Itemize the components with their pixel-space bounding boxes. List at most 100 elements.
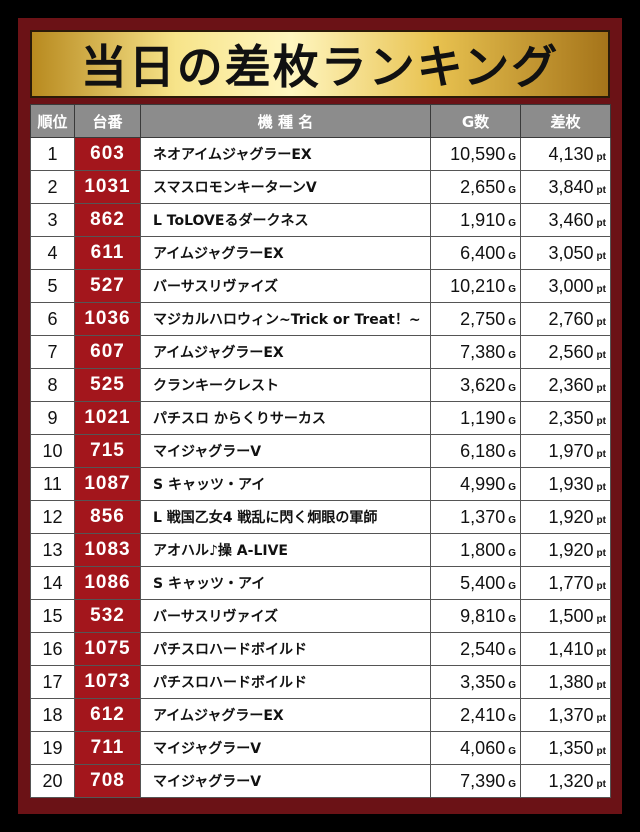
diff-value: 1,410 [548, 638, 594, 659]
games-cell: 2,410 G [430, 698, 521, 732]
model-name-cell: S キャッツ・アイ [140, 467, 431, 501]
games-unit: G [508, 481, 516, 493]
diff-value: 3,000 [548, 275, 594, 296]
diff-cell: 4,130 pt [520, 137, 611, 171]
diff-cell: 1,920 pt [520, 500, 611, 534]
model-name-cell: ネオアイムジャグラーEX [140, 137, 431, 171]
rank-cell: 8 [30, 368, 75, 402]
diff-cell: 3,460 pt [520, 203, 611, 237]
diff-value: 1,500 [548, 605, 594, 626]
diff-value: 1,930 [548, 473, 594, 494]
rank-cell: 5 [30, 269, 75, 303]
rank-cell: 14 [30, 566, 75, 600]
header-machine-no: 台番 [74, 104, 141, 138]
games-value: 6,180 [460, 440, 506, 461]
table-row: 3 862 L ToLOVEるダークネス 1,910 G 3,460 pt [30, 203, 611, 237]
table-row: 17 1073 パチスロハードボイルド 3,350 G 1,380 pt [30, 665, 611, 699]
games-unit: G [508, 613, 516, 625]
diff-value: 3,460 [548, 209, 594, 230]
diff-value: 1,370 [548, 704, 594, 725]
model-name-cell: パチスロハードボイルド [140, 665, 431, 699]
diff-cell: 3,050 pt [520, 236, 611, 270]
games-cell: 2,750 G [430, 302, 521, 336]
games-value: 4,990 [460, 473, 506, 494]
machine-number-cell: 862 [74, 203, 141, 237]
games-cell: 6,180 G [430, 434, 521, 468]
rank-cell: 16 [30, 632, 75, 666]
games-unit: G [508, 250, 516, 262]
diff-value: 4,130 [548, 143, 594, 164]
diff-cell: 2,350 pt [520, 401, 611, 435]
header-games: G数 [430, 104, 521, 138]
games-cell: 10,590 G [430, 137, 521, 171]
diff-cell: 1,350 pt [520, 731, 611, 765]
machine-number-cell: 603 [74, 137, 141, 171]
diff-unit: pt [596, 448, 606, 460]
rank-cell: 12 [30, 500, 75, 534]
page-title: 当日の差枚ランキング [80, 40, 560, 94]
table-row: 7 607 アイムジャグラーEX 7,380 G 2,560 pt [30, 335, 611, 369]
table-row: 15 532 バーサスリヴァイズ 9,810 G 1,500 pt [30, 599, 611, 633]
machine-number-cell: 1021 [74, 401, 141, 435]
games-unit: G [508, 184, 516, 196]
games-cell: 4,060 G [430, 731, 521, 765]
machine-number-cell: 1075 [74, 632, 141, 666]
diff-unit: pt [596, 316, 606, 328]
diff-value: 1,320 [548, 770, 594, 791]
machine-number-cell: 611 [74, 236, 141, 270]
games-cell: 10,210 G [430, 269, 521, 303]
games-unit: G [508, 778, 516, 790]
diff-unit: pt [596, 250, 606, 262]
table-row: 10 715 マイジャグラーV 6,180 G 1,970 pt [30, 434, 611, 468]
games-unit: G [508, 316, 516, 328]
diff-unit: pt [596, 514, 606, 526]
diff-value: 1,920 [548, 506, 594, 527]
diff-cell: 1,370 pt [520, 698, 611, 732]
model-name-cell: パチスロハードボイルド [140, 632, 431, 666]
diff-cell: 1,920 pt [520, 533, 611, 567]
machine-number-cell: 607 [74, 335, 141, 369]
diff-unit: pt [596, 151, 606, 163]
games-cell: 6,400 G [430, 236, 521, 270]
table-row: 5 527 バーサスリヴァイズ 10,210 G 3,000 pt [30, 269, 611, 303]
diff-value: 2,560 [548, 341, 594, 362]
diff-unit: pt [596, 415, 606, 427]
machine-number-cell: 527 [74, 269, 141, 303]
games-unit: G [508, 712, 516, 724]
rank-cell: 9 [30, 401, 75, 435]
table-row: 8 525 クランキークレスト 3,620 G 2,360 pt [30, 368, 611, 402]
diff-value: 2,350 [548, 407, 594, 428]
games-value: 1,370 [460, 506, 506, 527]
machine-number-cell: 711 [74, 731, 141, 765]
machine-number-cell: 708 [74, 764, 141, 798]
games-cell: 1,910 G [430, 203, 521, 237]
diff-value: 1,770 [548, 572, 594, 593]
games-cell: 9,810 G [430, 599, 521, 633]
model-name-cell: マジカルハロウィン~Trick or Treat！~ [140, 302, 431, 336]
model-name-cell: バーサスリヴァイズ [140, 599, 431, 633]
games-unit: G [508, 151, 516, 163]
model-name-cell: パチスロ からくりサーカス [140, 401, 431, 435]
games-value: 3,620 [460, 374, 506, 395]
diff-cell: 1,500 pt [520, 599, 611, 633]
diff-cell: 2,560 pt [520, 335, 611, 369]
diff-cell: 1,770 pt [520, 566, 611, 600]
diff-unit: pt [596, 547, 606, 559]
machine-number-cell: 1087 [74, 467, 141, 501]
games-cell: 4,990 G [430, 467, 521, 501]
diff-unit: pt [596, 283, 606, 295]
rank-cell: 19 [30, 731, 75, 765]
diff-value: 2,360 [548, 374, 594, 395]
games-value: 4,060 [460, 737, 506, 758]
rank-cell: 10 [30, 434, 75, 468]
diff-value: 1,970 [548, 440, 594, 461]
games-unit: G [508, 514, 516, 526]
model-name-cell: マイジャグラーV [140, 764, 431, 798]
diff-unit: pt [596, 712, 606, 724]
games-value: 9,810 [460, 605, 506, 626]
games-cell: 7,380 G [430, 335, 521, 369]
diff-value: 3,050 [548, 242, 594, 263]
diff-unit: pt [596, 613, 606, 625]
header-model: 機 種 名 [140, 104, 431, 138]
ranking-table: 順位 台番 機 種 名 G数 差枚 1 603 ネオアイムジャグラーEX 10,590… [30, 104, 611, 798]
